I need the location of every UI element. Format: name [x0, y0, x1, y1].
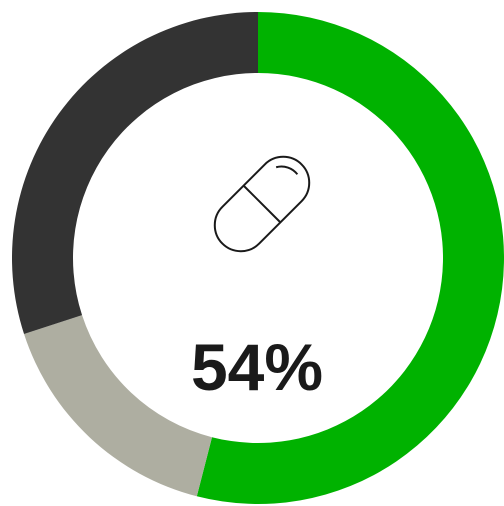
- pill-capsule-icon: [213, 155, 311, 253]
- center-percentage-label: 54%: [191, 330, 323, 404]
- donut-slice-1: [196, 12, 504, 504]
- donut-slices: [11, 12, 504, 504]
- donut-slice-3: [11, 12, 258, 335]
- donut-slice-2: [24, 315, 212, 497]
